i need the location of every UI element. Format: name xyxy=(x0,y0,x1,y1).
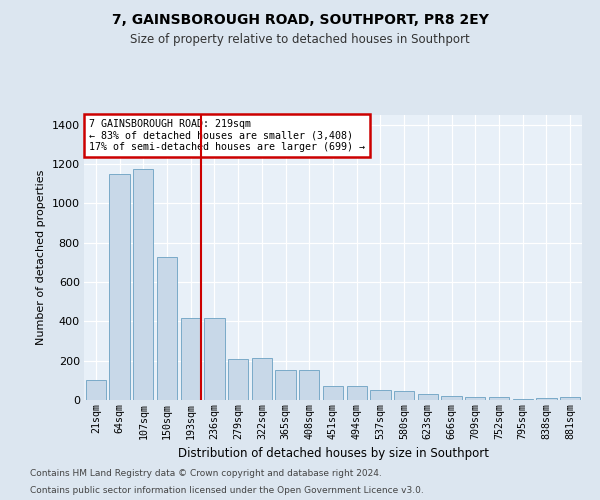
Bar xyxy=(465,397,485,400)
Text: Contains HM Land Registry data © Crown copyright and database right 2024.: Contains HM Land Registry data © Crown c… xyxy=(30,468,382,477)
Text: 7 GAINSBOROUGH ROAD: 219sqm
← 83% of detached houses are smaller (3,408)
17% of : 7 GAINSBOROUGH ROAD: 219sqm ← 83% of det… xyxy=(89,120,365,152)
Bar xyxy=(323,386,343,400)
Bar xyxy=(512,399,533,400)
Bar xyxy=(394,391,414,400)
Bar xyxy=(536,398,557,400)
Bar xyxy=(418,394,438,400)
Bar xyxy=(299,370,319,400)
Bar xyxy=(205,318,224,400)
Bar xyxy=(442,396,461,400)
Bar xyxy=(109,174,130,400)
Bar xyxy=(228,358,248,400)
X-axis label: Distribution of detached houses by size in Southport: Distribution of detached houses by size … xyxy=(178,447,488,460)
Text: Contains public sector information licensed under the Open Government Licence v3: Contains public sector information licen… xyxy=(30,486,424,495)
Bar xyxy=(560,397,580,400)
Bar xyxy=(347,386,367,400)
Bar xyxy=(252,358,272,400)
Bar xyxy=(86,380,106,400)
Text: Size of property relative to detached houses in Southport: Size of property relative to detached ho… xyxy=(130,32,470,46)
Bar xyxy=(157,256,177,400)
Bar xyxy=(489,397,509,400)
Bar xyxy=(275,370,296,400)
Text: 7, GAINSBOROUGH ROAD, SOUTHPORT, PR8 2EY: 7, GAINSBOROUGH ROAD, SOUTHPORT, PR8 2EY xyxy=(112,12,488,26)
Bar xyxy=(370,390,391,400)
Bar xyxy=(181,318,201,400)
Bar xyxy=(133,169,154,400)
Y-axis label: Number of detached properties: Number of detached properties xyxy=(36,170,46,345)
